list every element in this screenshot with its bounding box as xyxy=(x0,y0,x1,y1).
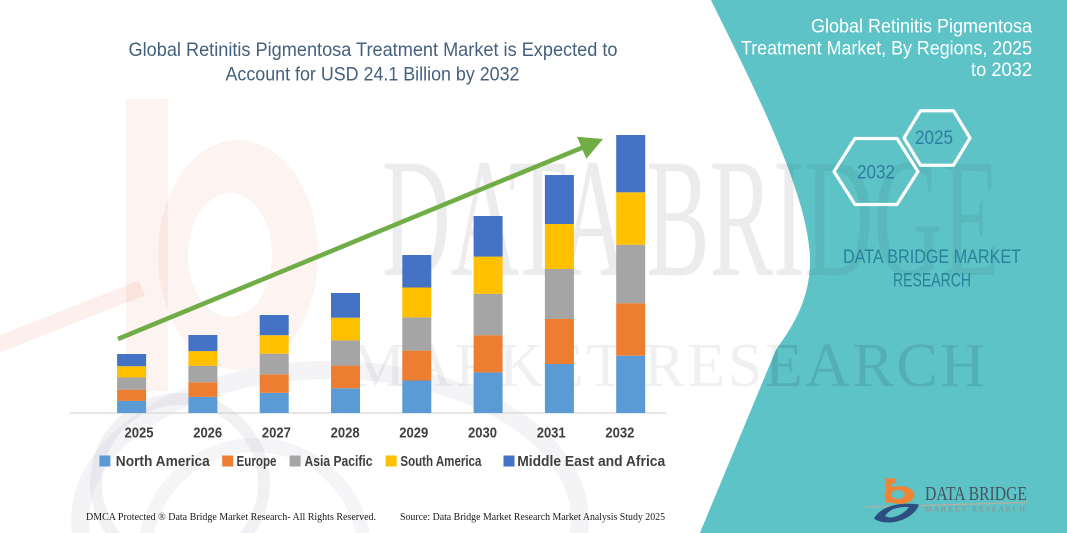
svg-text:2028: 2028 xyxy=(331,425,360,442)
svg-text:to 2032: to 2032 xyxy=(971,60,1032,81)
svg-text:2032: 2032 xyxy=(857,162,895,184)
svg-text:MARKET RESEARCH: MARKET RESEARCH xyxy=(925,505,1026,514)
svg-text:Treatment Market, By Regions,: Treatment Market, By Regions, 2025 xyxy=(741,39,1032,60)
svg-text:Asia Pacific: Asia Pacific xyxy=(305,453,373,470)
svg-text:2030: 2030 xyxy=(468,425,497,442)
svg-text:Global Retinitis Pigmentosa Tr: Global Retinitis Pigmentosa Treatment Ma… xyxy=(129,39,618,61)
svg-text:Account for USD 24.1 Billion b: Account for USD 24.1 Billion by 2032 xyxy=(226,64,520,86)
svg-text:South America: South America xyxy=(400,453,481,470)
svg-text:RESEARCH: RESEARCH xyxy=(893,271,971,292)
svg-text:DMCA Protected ® Data Bridge M: DMCA Protected ® Data Bridge Market Rese… xyxy=(86,511,376,523)
svg-text:2026: 2026 xyxy=(193,425,222,442)
svg-text:DATA BRIDGE MARKET: DATA BRIDGE MARKET xyxy=(843,247,1021,268)
svg-text:Europe: Europe xyxy=(237,453,277,470)
svg-text:Middle East and Africa: Middle East and Africa xyxy=(517,453,666,470)
svg-text:2031: 2031 xyxy=(537,425,566,442)
svg-text:2025: 2025 xyxy=(125,425,154,442)
svg-text:2032: 2032 xyxy=(605,425,634,442)
svg-text:Global Retinitis Pigmentosa: Global Retinitis Pigmentosa xyxy=(811,17,1032,38)
svg-text:North America: North America xyxy=(116,453,211,470)
svg-text:2027: 2027 xyxy=(262,425,291,442)
svg-text:Source: Data Bridge Market Res: Source: Data Bridge Market Research Mark… xyxy=(400,511,665,523)
svg-text:2029: 2029 xyxy=(399,425,428,442)
svg-text:DATA BRIDGE: DATA BRIDGE xyxy=(925,483,1027,505)
svg-text:2025: 2025 xyxy=(915,128,953,149)
